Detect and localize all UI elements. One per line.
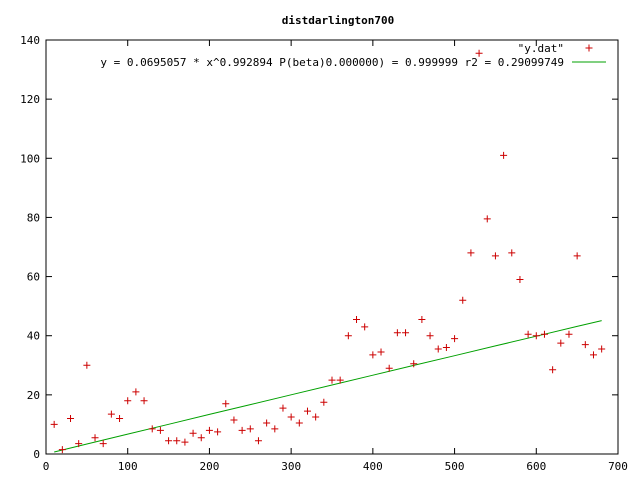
data-point xyxy=(197,434,205,442)
data-point xyxy=(426,332,434,340)
fit-line xyxy=(54,320,602,453)
data-point xyxy=(451,335,459,343)
data-point xyxy=(189,429,197,437)
data-point xyxy=(442,344,450,352)
data-point xyxy=(508,249,516,257)
data-point xyxy=(75,440,83,448)
x-tick-label: 300 xyxy=(281,460,301,473)
data-point xyxy=(467,249,475,257)
y-tick-label: 60 xyxy=(27,271,40,284)
data-point xyxy=(475,49,483,57)
data-point xyxy=(483,215,491,223)
data-point xyxy=(589,351,597,359)
y-tick-label: 100 xyxy=(20,152,40,165)
data-point xyxy=(516,276,524,284)
data-point xyxy=(565,330,573,338)
data-point xyxy=(369,351,377,359)
data-point xyxy=(557,339,565,347)
y-tick-label: 20 xyxy=(27,389,40,402)
x-tick-label: 0 xyxy=(43,460,50,473)
y-tick-label: 40 xyxy=(27,330,40,343)
data-point xyxy=(598,345,606,353)
x-tick-label: 100 xyxy=(118,460,138,473)
data-point xyxy=(295,419,303,427)
data-point xyxy=(230,416,238,424)
data-point xyxy=(549,366,557,374)
data-point xyxy=(107,410,115,418)
data-point xyxy=(312,413,320,421)
data-point xyxy=(434,345,442,353)
data-point xyxy=(214,428,222,436)
data-point xyxy=(173,437,181,445)
data-point xyxy=(336,376,344,384)
plot-frame xyxy=(45,39,619,455)
x-tick-label: 600 xyxy=(526,460,546,473)
data-point xyxy=(491,252,499,260)
legend-label-ydat: "y.dat" xyxy=(518,42,564,55)
data-point xyxy=(246,425,254,433)
data-point xyxy=(238,426,246,434)
legend-label-fit: y = 0.0695057 * x^0.992894 P(beta)0.0000… xyxy=(100,56,564,69)
data-point xyxy=(532,332,540,340)
data-point xyxy=(328,376,336,384)
data-points-series xyxy=(50,49,606,454)
data-point xyxy=(271,425,279,433)
data-point xyxy=(581,341,589,349)
data-point xyxy=(418,315,426,323)
data-point xyxy=(540,330,548,338)
legend-plus-marker xyxy=(585,44,593,52)
data-point xyxy=(148,425,156,433)
legend-marker-ydat xyxy=(585,44,593,52)
data-point xyxy=(58,446,66,454)
data-point xyxy=(410,360,418,368)
data-point xyxy=(500,151,508,159)
data-point xyxy=(287,413,295,421)
data-point xyxy=(524,330,532,338)
data-point xyxy=(377,348,385,356)
data-point xyxy=(156,426,164,434)
chart-title: distdarlington700 xyxy=(282,14,395,27)
data-point xyxy=(165,437,173,445)
data-point xyxy=(344,332,352,340)
data-point xyxy=(91,434,99,442)
data-point xyxy=(67,415,75,423)
data-point xyxy=(222,400,230,408)
axes xyxy=(45,39,619,455)
data-point xyxy=(181,438,189,446)
data-point xyxy=(50,420,58,428)
data-point xyxy=(573,252,581,260)
tick-labels: 0 100 200 300 400 500 600 700 0 20 40 60 80 100 120 140 xyxy=(20,34,628,473)
data-point xyxy=(140,397,148,405)
data-point xyxy=(279,404,287,412)
data-point xyxy=(393,329,401,337)
y-tick-label: 140 xyxy=(20,34,40,47)
data-point xyxy=(385,364,393,372)
x-tick-label: 500 xyxy=(445,460,465,473)
data-point xyxy=(459,296,467,304)
x-tick-label: 400 xyxy=(363,460,383,473)
y-tick-label: 80 xyxy=(27,211,40,224)
data-point xyxy=(124,397,132,405)
data-point xyxy=(320,398,328,406)
data-point xyxy=(263,419,271,427)
data-point xyxy=(303,407,311,415)
x-tick-label: 700 xyxy=(608,460,628,473)
tick-marks xyxy=(45,39,619,455)
data-point xyxy=(353,315,361,323)
y-tick-label: 120 xyxy=(20,93,40,106)
x-tick-label: 200 xyxy=(199,460,219,473)
data-point xyxy=(254,437,262,445)
data-point xyxy=(402,329,410,337)
data-point xyxy=(132,388,140,396)
data-point xyxy=(99,440,107,448)
data-point xyxy=(116,415,124,423)
legend: "y.dat" y = 0.0695057 * x^0.992894 P(bet… xyxy=(100,42,606,69)
fit-line-series xyxy=(54,320,602,453)
y-tick-label: 0 xyxy=(33,448,40,461)
data-point xyxy=(361,323,369,331)
data-point xyxy=(205,426,213,434)
data-point xyxy=(83,361,91,369)
